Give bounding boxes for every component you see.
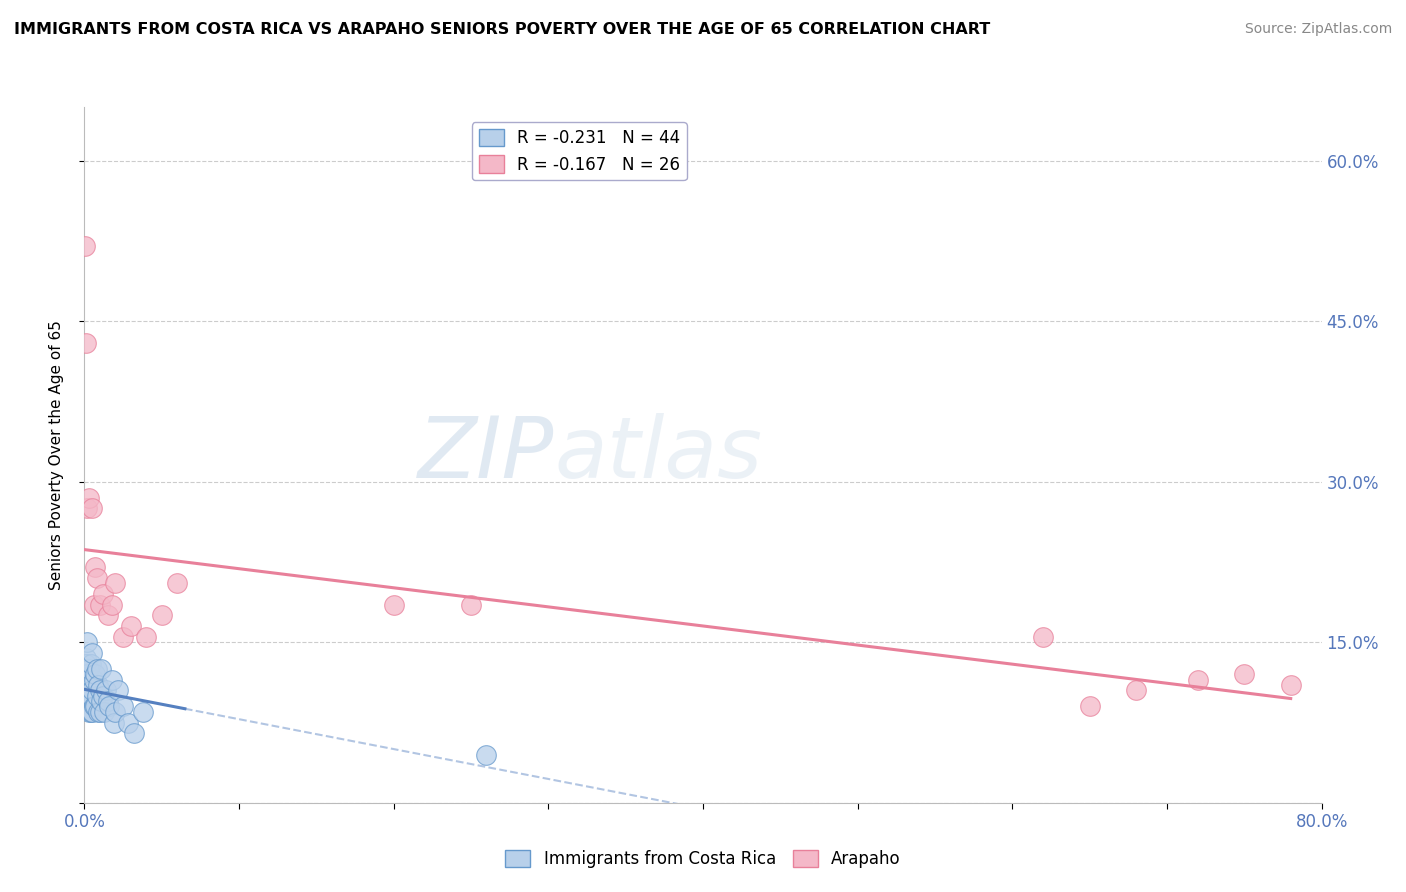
Point [91, 587, 114, 601]
Point [87, 678, 110, 692]
Point [112, 699, 135, 714]
Point [87, 705, 110, 719]
Point [93, 705, 115, 719]
Point [77, 662, 100, 676]
Point [83, 699, 105, 714]
Point [79, 705, 101, 719]
Text: ZIP: ZIP [418, 413, 554, 497]
Point [1125, 683, 1147, 698]
Point [76, 635, 98, 649]
Point [84, 667, 107, 681]
Point [460, 598, 482, 612]
Legend: R = -0.231   N = 44, R = -0.167   N = 26: R = -0.231 N = 44, R = -0.167 N = 26 [472, 122, 686, 180]
Point [77, 689, 100, 703]
Point [86, 689, 108, 703]
Point [82, 646, 104, 660]
Point [107, 683, 129, 698]
Point [91, 689, 114, 703]
Point [94, 683, 117, 698]
Text: atlas: atlas [554, 413, 762, 497]
Point [97, 694, 120, 708]
Point [103, 715, 125, 730]
Point [101, 673, 124, 687]
Point [76, 673, 98, 687]
Point [86, 571, 108, 585]
Point [84, 560, 107, 574]
Point [1078, 699, 1101, 714]
Legend: Immigrants from Costa Rica, Arapaho: Immigrants from Costa Rica, Arapaho [499, 843, 907, 875]
Point [77, 491, 100, 505]
Point [89, 705, 111, 719]
Text: Source: ZipAtlas.com: Source: ZipAtlas.com [1244, 22, 1392, 37]
Point [90, 662, 112, 676]
Point [83, 673, 105, 687]
Point [132, 705, 155, 719]
Point [97, 608, 120, 623]
Point [1279, 678, 1302, 692]
Point [150, 608, 173, 623]
Point [166, 576, 188, 591]
Point [83, 598, 105, 612]
Point [75, 694, 97, 708]
Point [75, 667, 97, 681]
Point [82, 705, 104, 719]
Point [89, 683, 111, 698]
Point [76, 501, 98, 516]
Point [89, 598, 111, 612]
Point [86, 662, 108, 676]
Point [76, 694, 98, 708]
Point [1187, 673, 1209, 687]
Point [475, 747, 498, 762]
Point [98, 699, 121, 714]
Point [1032, 630, 1054, 644]
Point [117, 715, 139, 730]
Point [79, 689, 101, 703]
Y-axis label: Seniors Poverty Over the Age of 65: Seniors Poverty Over the Age of 65 [49, 320, 63, 590]
Point [122, 726, 145, 740]
Point [1233, 667, 1256, 681]
Text: IMMIGRANTS FROM COSTA RICA VS ARAPAHO SENIORS POVERTY OVER THE AGE OF 65 CORRELA: IMMIGRANTS FROM COSTA RICA VS ARAPAHO SE… [14, 22, 990, 37]
Point [77, 705, 100, 719]
Point [82, 683, 104, 698]
Point [82, 501, 104, 516]
Point [104, 576, 127, 591]
Point [101, 598, 124, 612]
Point [75, 335, 97, 350]
Point [104, 705, 127, 719]
Point [75, 651, 97, 665]
Point [79, 657, 101, 671]
Point [120, 619, 142, 633]
Point [112, 630, 135, 644]
Point [75, 689, 97, 703]
Point [382, 598, 405, 612]
Point [75, 657, 97, 671]
Point [84, 699, 107, 714]
Point [135, 630, 157, 644]
Point [75, 239, 97, 253]
Point [76, 667, 98, 681]
Point [90, 694, 112, 708]
